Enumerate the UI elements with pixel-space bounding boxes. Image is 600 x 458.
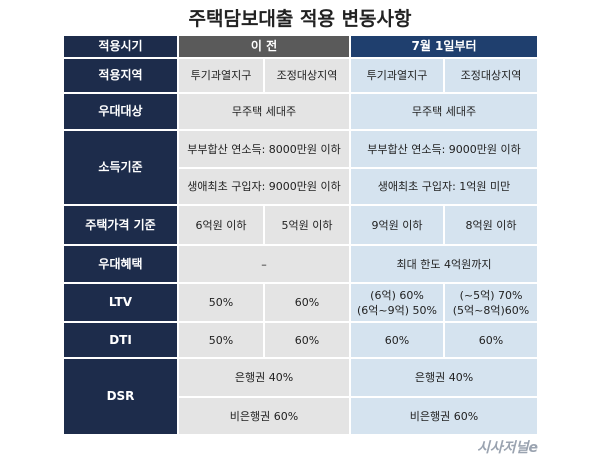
cell-text: 8억원 이하	[465, 218, 517, 232]
cell-text: 은행권 40%	[234, 371, 294, 384]
cell-text: 비은행권 60%	[409, 409, 479, 423]
cell-text: 60%	[478, 333, 504, 347]
cell-text: 최대 한도 4억원까지	[396, 257, 492, 271]
cell-text: LTV	[108, 295, 133, 309]
row-label: DTI	[63, 322, 178, 358]
cell: 비은행권 60%	[350, 397, 538, 435]
cell-text: 비은행권 60%	[229, 409, 299, 423]
cell: 생애최초 구입자: 1억원 미만	[350, 168, 538, 205]
cell: 생애최초 구입자: 9000만원 이하	[178, 168, 350, 205]
cell: (6억) 60% (6억~9억) 50%	[350, 283, 444, 322]
cell: 9억원 이하	[350, 205, 444, 245]
cell-text: 50%	[208, 296, 234, 309]
cell-text: 주택가격 기준	[85, 217, 156, 232]
header-cell: 이 전	[178, 35, 350, 58]
cell-text: (6억~9억) 50%	[357, 303, 437, 317]
title: 주택담보대출 적용 변동사항	[188, 8, 412, 30]
row-label: DSR	[63, 358, 178, 435]
cell-text: 조정대상지역	[276, 69, 338, 82]
cell: 6억원 이하	[178, 205, 264, 245]
cell-text: 무주택 세대주	[231, 105, 297, 118]
header-cell: 7월 1일부터	[350, 35, 538, 58]
cell-text: 부부합산 연소득: 8000만원 이하	[187, 142, 341, 156]
cell-text: 우대혜택	[98, 256, 143, 271]
row-label: LTV	[63, 283, 178, 322]
cell-text: 무주택 세대주	[411, 105, 477, 118]
cell-text: 7월 1일부터	[411, 39, 477, 53]
cell-text: 적용지역	[98, 68, 143, 82]
cell: 최대 한도 4억원까지	[350, 245, 538, 283]
watermark: 시사저널e	[476, 440, 538, 456]
cell: 50%	[178, 322, 264, 358]
cell-text: 적용시기	[98, 39, 143, 53]
cell: 조정대상지역	[264, 58, 350, 93]
cell-text: 투기과열지구	[190, 69, 252, 82]
cell-text: 은행권 40%	[414, 371, 474, 384]
cell-text: 투기과열지구	[366, 69, 428, 82]
cell-text: (6억) 60%	[370, 288, 424, 302]
cell: 부부합산 연소득: 9000만원 이하	[350, 130, 538, 168]
cell-text: 이 전	[250, 39, 278, 53]
cell-text: 생애최초 구입자: 9000만원 이하	[187, 180, 341, 193]
cell-text: 60%	[294, 296, 320, 309]
cell-text: (~5억) 70%	[459, 288, 523, 302]
cell: 무주택 세대주	[178, 93, 350, 130]
cell: 60%	[444, 322, 538, 358]
cell-text: 생애최초 구입자: 1억원 미만	[377, 180, 511, 193]
row-label: 우대혜택	[63, 245, 178, 283]
cell-text: DTI	[109, 332, 132, 347]
cell-text: –	[261, 257, 267, 271]
cell-text: (5억~8억)60%	[452, 303, 530, 317]
cell: 투기과열지구	[350, 58, 444, 93]
cell: 60%	[264, 322, 350, 358]
row-label: 소득기준	[63, 130, 178, 205]
cell-text: 9억원 이하	[371, 218, 423, 232]
cell-text: 60%	[294, 333, 320, 347]
cell: 은행권 40%	[178, 358, 350, 397]
cell: (~5억) 70% (5억~8억)60%	[444, 283, 538, 322]
cell-text: 50%	[208, 333, 234, 347]
cell: 조정대상지역	[444, 58, 538, 93]
cell-text: 조정대상지역	[460, 69, 522, 82]
cell: 은행권 40%	[350, 358, 538, 397]
cell: 투기과열지구	[178, 58, 264, 93]
cell-text: 6억원 이하	[195, 218, 247, 232]
cell: 비은행권 60%	[178, 397, 350, 435]
cell-text: 부부합산 연소득: 9000만원 이하	[367, 142, 521, 156]
cell-text: DSR	[106, 389, 135, 403]
cell-text: 60%	[384, 333, 410, 347]
row-label: 우대대상	[63, 93, 178, 130]
cell: 8억원 이하	[444, 205, 538, 245]
row-label: 주택가격 기준	[63, 205, 178, 245]
cell: 무주택 세대주	[350, 93, 538, 130]
row-label: 적용지역	[63, 58, 178, 93]
cell: 5억원 이하	[264, 205, 350, 245]
cell: 부부합산 연소득: 8000만원 이하	[178, 130, 350, 168]
cell: 60%	[350, 322, 444, 358]
cell: 60%	[264, 283, 350, 322]
cell-text: 5억원 이하	[281, 218, 333, 232]
header-cell: 적용시기	[63, 35, 178, 58]
cell: –	[178, 245, 350, 283]
cell: 50%	[178, 283, 264, 322]
cell-text: 소득기준	[98, 160, 143, 174]
cell-text: 우대대상	[98, 104, 143, 118]
